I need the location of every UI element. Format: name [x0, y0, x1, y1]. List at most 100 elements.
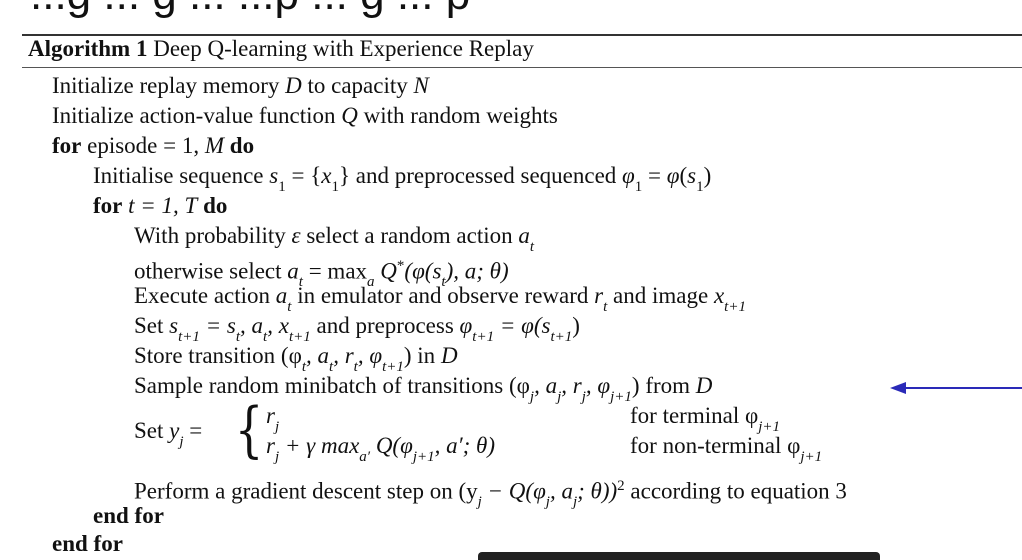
math: − Q(φ: [481, 478, 546, 504]
math: s: [169, 313, 179, 338]
math: D: [285, 73, 302, 98]
subscript: a: [367, 274, 375, 291]
text: =: [642, 163, 667, 188]
subscript: j: [572, 494, 578, 511]
math: φ: [622, 163, 635, 188]
text: in emulator and observe reward: [291, 283, 595, 308]
subscript: j+1: [610, 388, 632, 405]
text: otherwise select: [134, 258, 288, 284]
math: = s: [199, 313, 236, 338]
text: Store transition (φ: [134, 343, 302, 368]
math: , a: [549, 478, 573, 504]
text: Initialize replay memory: [52, 73, 286, 98]
case-terminal-condition: for terminal φj+1: [630, 402, 780, 439]
subscript: t: [603, 298, 608, 315]
text: Sample random minibatch of transitions (…: [134, 373, 530, 398]
subscript: t: [301, 358, 307, 375]
math: Q(φ: [370, 433, 413, 458]
math: r: [266, 433, 275, 458]
text: Set: [134, 313, 170, 338]
math: a: [518, 223, 530, 248]
text: and preprocess: [310, 313, 460, 338]
subscript: t: [235, 328, 241, 345]
case-nonterminal-value: rj + γ maxa′ Q(φj+1, a′; θ): [266, 432, 495, 469]
algorithm-title: Algorithm 1 Deep Q-learning with Experie…: [28, 36, 534, 62]
text: Initialize action-value function: [52, 103, 342, 128]
text: for terminal φ: [630, 403, 759, 428]
math: , a: [240, 313, 264, 338]
subscript: j: [274, 448, 280, 465]
subscript: j: [557, 388, 562, 405]
algo-line-7: otherwise select at = maxa Q*(φ(st), a; …: [134, 252, 509, 294]
superscript: *: [396, 258, 405, 274]
algo-line-6: With probability ε select a random actio…: [134, 222, 534, 259]
subscript: 1: [331, 178, 339, 195]
subscript: j: [477, 494, 482, 511]
algo-line-5: for t = 1, T do: [93, 192, 227, 220]
subscript: 1: [278, 178, 286, 195]
subscript: j: [274, 418, 280, 435]
keyword: do: [224, 133, 255, 158]
text: ) in: [403, 343, 441, 368]
math: φ: [459, 313, 473, 338]
text: for non-terminal φ: [630, 433, 801, 458]
math: , a′; θ): [434, 433, 496, 458]
subscript: t: [287, 298, 292, 315]
math: a: [275, 283, 288, 308]
math: , r: [333, 343, 354, 368]
math: , φ: [585, 373, 611, 398]
algo-line-4: Initialise sequence s1 = {x1} and prepro…: [93, 162, 711, 199]
text: to capacity: [301, 73, 414, 98]
math: M: [204, 133, 225, 158]
algorithm-name: Deep Q-learning with Experience Replay: [153, 36, 534, 61]
subscript: t: [329, 358, 334, 375]
text: Initialise sequence: [93, 163, 270, 188]
algo-line-12: Set yj =: [134, 417, 202, 454]
subscript: j: [529, 388, 535, 405]
math: , r: [561, 373, 582, 398]
keyword: for: [93, 193, 123, 218]
subscript: t: [353, 358, 358, 375]
math: r: [266, 403, 275, 428]
math: , a: [534, 373, 558, 398]
math: , a: [306, 343, 330, 368]
math: N: [413, 73, 429, 98]
keyword: do: [197, 193, 228, 218]
subscript: j: [545, 494, 550, 511]
text: with random weights: [357, 103, 558, 128]
case-nonterminal-condition: for non-terminal φj+1: [630, 432, 822, 469]
text: = {: [285, 163, 322, 188]
text: } and preprocessed sequenced: [338, 163, 623, 188]
algo-line-10: Store transition (φt, at, rt, φt+1) in D: [134, 342, 458, 379]
math: y: [169, 418, 180, 443]
math: a: [287, 258, 299, 284]
text: and image: [607, 283, 714, 308]
cut-off-heading: ...g ... g ... ...p ... g ... p: [30, 0, 470, 20]
text: select a random action: [300, 223, 519, 248]
text: =: [183, 418, 203, 443]
algo-line-8: Execute action at in emulator and observ…: [134, 282, 746, 319]
subscript: t+1: [288, 328, 311, 345]
text: Set: [134, 418, 170, 443]
left-arrow-icon: [890, 382, 1022, 394]
algorithm-title-rule: [22, 67, 1022, 68]
math: x: [321, 163, 332, 188]
subscript: t: [441, 274, 446, 291]
algo-line-9: Set st+1 = st, at, xt+1 and preprocess φ…: [134, 312, 580, 349]
text: ) from: [631, 373, 696, 398]
subscript: t+1: [724, 298, 746, 315]
math: ε: [291, 223, 301, 248]
math: t = 1,: [122, 193, 185, 218]
keyword: for: [52, 133, 82, 158]
text: ): [572, 313, 580, 338]
text: according to equation 3: [624, 478, 847, 504]
keyword: end for: [52, 531, 123, 556]
math: , φ: [357, 343, 383, 368]
overlay-bar: [478, 552, 880, 560]
text: With probability: [134, 223, 292, 248]
math: (φ(s: [404, 258, 442, 284]
subscript: j+1: [758, 418, 781, 435]
algo-line-14: end for: [93, 502, 164, 530]
text: Execute action: [134, 283, 276, 308]
text: Perform a gradient descent step on (y: [134, 478, 478, 504]
